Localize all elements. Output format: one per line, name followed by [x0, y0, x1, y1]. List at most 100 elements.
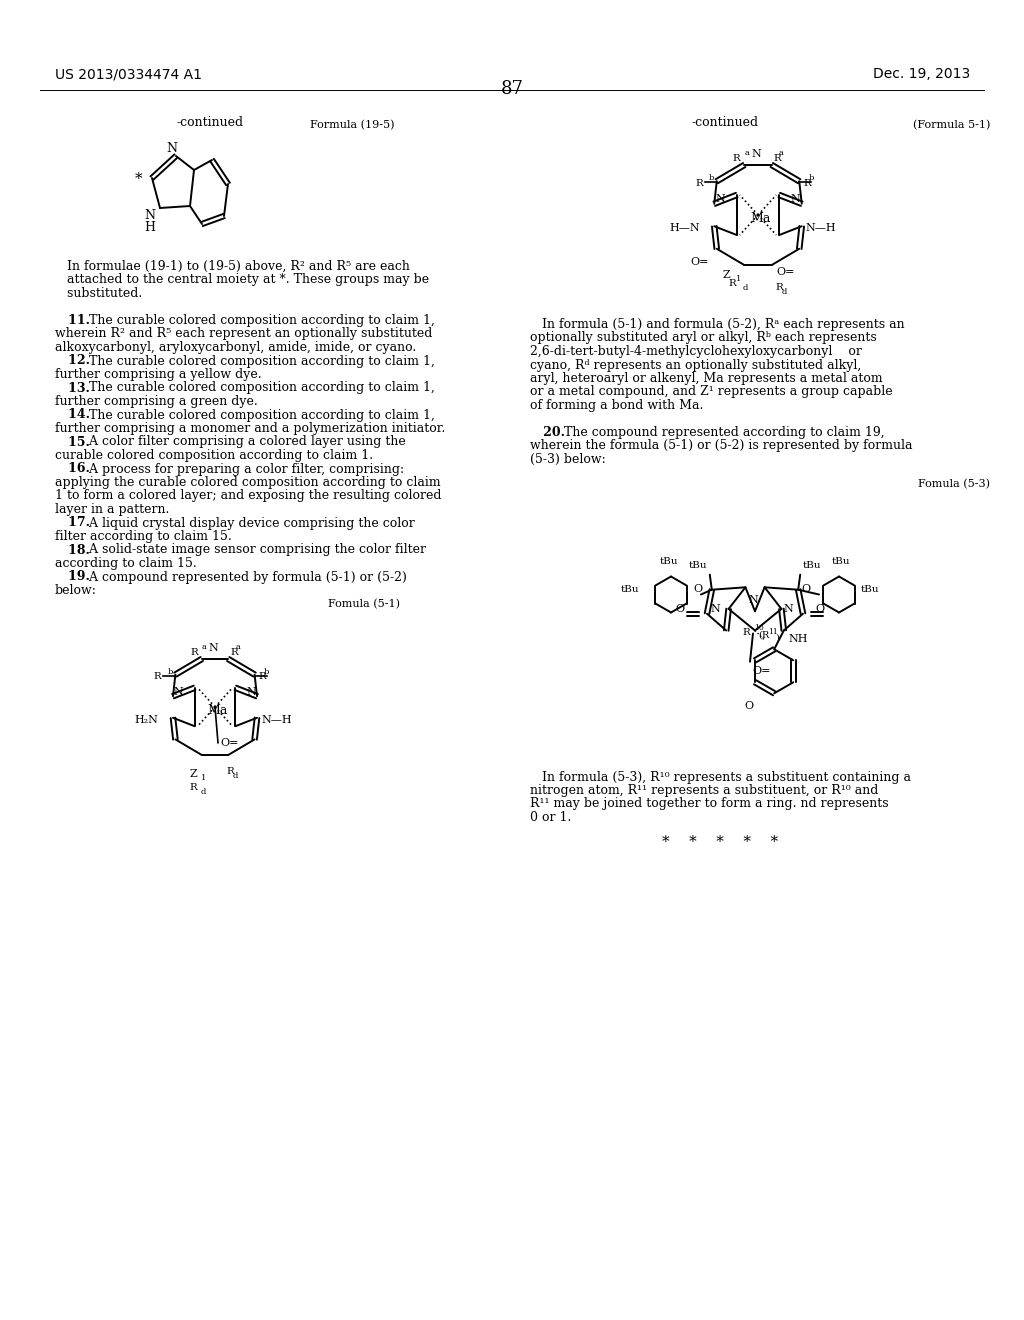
Text: nitrogen atom, R¹¹ represents a substituent, or R¹⁰ and: nitrogen atom, R¹¹ represents a substitu… — [530, 784, 879, 797]
Text: 11: 11 — [768, 628, 778, 636]
Text: In formula (5-1) and formula (5-2), Rᵃ each represents an: In formula (5-1) and formula (5-2), Rᵃ e… — [530, 318, 904, 331]
Text: according to claim 15.: according to claim 15. — [55, 557, 197, 570]
Text: R: R — [154, 672, 162, 681]
Text: R: R — [774, 154, 781, 162]
Text: -continued: -continued — [176, 116, 244, 129]
Text: (R: (R — [758, 631, 769, 640]
Text: d: d — [781, 288, 787, 296]
Text: Z: Z — [189, 770, 197, 779]
Text: tBu: tBu — [688, 561, 707, 570]
Text: A color filter comprising a colored layer using the: A color filter comprising a colored laye… — [85, 436, 407, 449]
Text: N: N — [144, 209, 156, 222]
Text: NH: NH — [788, 634, 808, 644]
Text: wherein the formula (5-1) or (5-2) is represented by formula: wherein the formula (5-1) or (5-2) is re… — [530, 440, 912, 453]
Text: The curable colored composition according to claim 1,: The curable colored composition accordin… — [85, 381, 435, 395]
Text: aryl, heteroaryl or alkenyl, Ma represents a metal atom: aryl, heteroaryl or alkenyl, Ma represen… — [530, 372, 883, 385]
Text: 12.: 12. — [55, 355, 90, 367]
Text: N: N — [716, 194, 725, 205]
Text: O=: O= — [777, 267, 796, 277]
Text: wherein R² and R⁵ each represent an optionally substituted: wherein R² and R⁵ each represent an opti… — [55, 327, 432, 341]
Text: The curable colored composition according to claim 1,: The curable colored composition accordin… — [85, 408, 435, 421]
Text: O: O — [802, 583, 811, 594]
Text: substituted.: substituted. — [55, 286, 142, 300]
Text: R: R — [728, 279, 736, 288]
Text: -continued: -continued — [691, 116, 759, 129]
Text: a: a — [236, 643, 240, 651]
Text: H: H — [144, 220, 156, 234]
Text: cyano, Rᵈ represents an optionally substituted alkyl,: cyano, Rᵈ represents an optionally subst… — [530, 359, 861, 371]
Text: 14.: 14. — [55, 408, 90, 421]
Text: (5-3) below:: (5-3) below: — [530, 453, 606, 466]
Text: layer in a pattern.: layer in a pattern. — [55, 503, 169, 516]
Text: US 2013/0334474 A1: US 2013/0334474 A1 — [55, 67, 202, 81]
Text: R: R — [189, 783, 197, 792]
Text: further comprising a green dye.: further comprising a green dye. — [55, 395, 258, 408]
Text: N: N — [711, 605, 721, 614]
Text: Formula (19-5): Formula (19-5) — [310, 120, 395, 131]
Text: Fomula (5-1): Fomula (5-1) — [328, 599, 400, 610]
Text: d: d — [232, 772, 238, 780]
Text: A process for preparing a color filter, comprising:: A process for preparing a color filter, … — [85, 462, 404, 475]
Text: The curable colored composition according to claim 1,: The curable colored composition accordin… — [85, 314, 435, 327]
Text: of forming a bond with Ma.: of forming a bond with Ma. — [530, 399, 703, 412]
Text: 1: 1 — [201, 774, 206, 781]
Text: a: a — [778, 149, 783, 157]
Text: below:: below: — [55, 583, 97, 597]
Text: 1 to form a colored layer; and exposing the resulting colored: 1 to form a colored layer; and exposing … — [55, 490, 441, 503]
Text: curable colored composition according to claim 1.: curable colored composition according to… — [55, 449, 373, 462]
Text: filter according to claim 15.: filter according to claim 15. — [55, 531, 231, 543]
Text: 20.: 20. — [530, 426, 565, 440]
Text: a: a — [744, 149, 750, 157]
Text: tBu: tBu — [861, 585, 880, 594]
Text: Ma: Ma — [750, 213, 770, 226]
Text: (Formula 5-1): (Formula 5-1) — [912, 120, 990, 131]
Text: 15.: 15. — [55, 436, 90, 449]
Text: ): ) — [775, 634, 779, 643]
Text: R: R — [190, 648, 198, 657]
Text: N: N — [208, 643, 218, 653]
Text: applying the curable colored composition according to claim: applying the curable colored composition… — [55, 477, 440, 488]
Text: attached to the central moiety at *. These groups may be: attached to the central moiety at *. The… — [55, 273, 429, 286]
Text: tBu: tBu — [802, 561, 820, 570]
Text: N: N — [752, 149, 761, 158]
Text: *    *    *    *    *: * * * * * — [662, 834, 778, 849]
Text: R: R — [226, 767, 233, 776]
Text: 18.: 18. — [55, 544, 90, 557]
Text: 1: 1 — [736, 275, 741, 282]
Text: b: b — [263, 668, 269, 676]
Text: d: d — [742, 284, 748, 292]
Text: R¹¹ may be joined together to form a ring. nd represents: R¹¹ may be joined together to form a rin… — [530, 797, 889, 810]
Text: 87: 87 — [501, 81, 523, 98]
Text: Fomula (5-3): Fomula (5-3) — [918, 479, 990, 488]
Text: Ma: Ma — [207, 705, 227, 718]
Text: N: N — [174, 686, 183, 697]
Text: N—H: N—H — [806, 223, 837, 234]
Text: 2,6-di-tert-butyl-4-methylcyclohexyloxycarbonyl    or: 2,6-di-tert-butyl-4-methylcyclohexyloxyc… — [530, 345, 862, 358]
Text: 17.: 17. — [55, 516, 90, 529]
Text: O: O — [815, 603, 824, 614]
Text: b: b — [167, 668, 173, 676]
Text: R: R — [695, 178, 702, 187]
Text: The compound represented according to claim 19,: The compound represented according to cl… — [560, 426, 885, 440]
Text: 11.: 11. — [55, 314, 90, 327]
Text: N: N — [791, 194, 801, 205]
Text: R: R — [259, 672, 266, 681]
Text: N: N — [167, 143, 177, 154]
Text: In formulae (19-1) to (19-5) above, R² and R⁵ are each: In formulae (19-1) to (19-5) above, R² a… — [55, 260, 410, 273]
Text: N—H: N—H — [261, 715, 292, 725]
Text: O: O — [693, 583, 702, 594]
Text: tBu: tBu — [621, 585, 639, 594]
Text: b: b — [808, 174, 814, 182]
Text: O=: O= — [220, 738, 239, 748]
Text: A liquid crystal display device comprising the color: A liquid crystal display device comprisi… — [85, 516, 415, 529]
Text: A solid-state image sensor comprising the color filter: A solid-state image sensor comprising th… — [85, 544, 426, 557]
Text: 10: 10 — [754, 623, 764, 631]
Text: N: N — [247, 686, 256, 697]
Text: 19.: 19. — [55, 570, 90, 583]
Text: tBu: tBu — [831, 557, 850, 566]
Text: In formula (5-3), R¹⁰ represents a substituent containing a: In formula (5-3), R¹⁰ represents a subst… — [530, 771, 911, 784]
Text: R: R — [803, 178, 811, 187]
Text: R: R — [732, 154, 740, 162]
Text: further comprising a yellow dye.: further comprising a yellow dye. — [55, 368, 261, 381]
Text: d: d — [201, 788, 206, 796]
